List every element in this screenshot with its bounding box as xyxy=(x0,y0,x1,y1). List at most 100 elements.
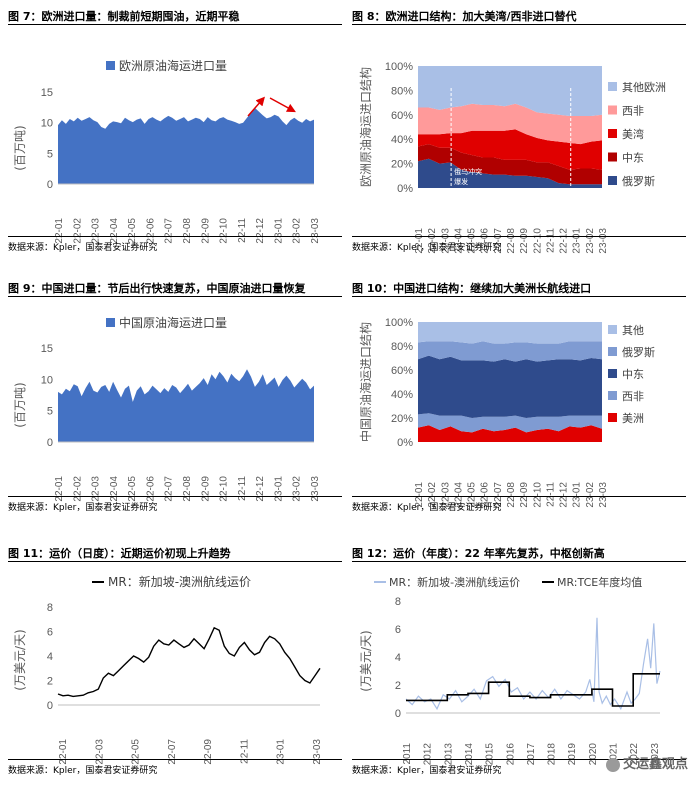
y-tick-label: 10 xyxy=(41,118,53,130)
x-tick-label: 2017 xyxy=(526,743,537,766)
legend-label: 其他 xyxy=(622,324,644,337)
x-tick-label: 22-08 xyxy=(182,476,193,502)
legend-swatch xyxy=(106,318,115,327)
x-tick-label: 22-07 xyxy=(493,482,504,508)
y-tick-label: 5 xyxy=(47,406,53,418)
x-tick-label: 22-03 xyxy=(440,482,451,508)
x-tick-label: 23-02 xyxy=(585,228,596,254)
data-source: 数据来源：Kpler，国泰君安证券研究 xyxy=(352,503,502,513)
falling-arrow xyxy=(269,97,296,113)
x-tick-label: 22-12 xyxy=(559,482,570,508)
x-tick-label: 2021 xyxy=(609,743,620,766)
x-tick-label: 22-11 xyxy=(545,228,556,253)
chart-title: 图 12：运价（年度）：22 年率先复苏，中枢创新高 xyxy=(352,547,605,560)
legend-label: 美洲 xyxy=(622,412,644,425)
x-tick-label: 23-03 xyxy=(598,228,609,254)
x-tick-label: 23-03 xyxy=(312,739,323,765)
x-tick-label: 22-09 xyxy=(203,739,214,765)
x-tick-label: 23-02 xyxy=(585,482,596,508)
chart-panel-europe-structure: 图 8：欧洲进口结构：加大美湾/西非进口替代 0% 20% 40% 60% 80% 100… xyxy=(352,8,686,268)
y-axis-label: 欧洲原油海运进口结构 xyxy=(358,67,373,187)
y-tick-label: 15 xyxy=(41,343,53,355)
x-tick-label: 22-02 xyxy=(72,218,83,244)
chart-panel-china-volume: 图 9：中国进口量：节后出行快速复苏，中国原油进口量恢复 0 5 10 15 22-01… xyxy=(8,280,342,540)
title-rule xyxy=(8,296,342,297)
x-tick-label: 22-10 xyxy=(219,218,230,244)
y-tick-label: 100% xyxy=(385,317,413,329)
stacked-area-美洲 xyxy=(418,425,602,442)
x-tick-label: 23-03 xyxy=(598,482,609,508)
x-tick-label: 22-03 xyxy=(440,228,451,254)
y-tick-label: 2 xyxy=(47,676,53,688)
x-tick-label: 22-02 xyxy=(427,228,438,254)
source-rule xyxy=(8,759,342,760)
x-tick-label: 2022 xyxy=(629,743,640,766)
y-tick-label: 8 xyxy=(395,596,401,608)
x-tick-label: 23-01 xyxy=(572,228,583,254)
y-tick-label: 4 xyxy=(395,652,401,664)
stacked-area-中东 xyxy=(418,355,602,418)
legend-swatch xyxy=(608,325,617,334)
x-tick-label: 22-03 xyxy=(91,218,102,244)
line-series xyxy=(405,617,661,711)
y-tick-label: 2 xyxy=(395,680,401,692)
chart-panel-china-structure: 图 10：中国进口结构：继续加大美洲长航线进口 0% 20% 40% 60% 80% 10… xyxy=(352,280,686,540)
legend-label: MR:TCE年度均值 xyxy=(557,575,642,589)
legend-swatch xyxy=(608,152,617,162)
watermark-text: 交运鑫观点 xyxy=(622,757,688,772)
step-line-series xyxy=(406,673,660,707)
x-tick-label: 22-07 xyxy=(167,739,178,765)
data-source: 数据来源：Kpler，国泰君安证券研究 xyxy=(8,503,158,513)
y-axis-label: 中国原油海运进口结构 xyxy=(358,322,373,442)
legend-label: 美湾 xyxy=(622,127,644,141)
legend-label: 其他欧洲 xyxy=(622,81,666,94)
wechat-icon xyxy=(605,757,620,772)
y-tick-label: 20% xyxy=(391,159,413,171)
x-tick-label: 22-01 xyxy=(54,476,65,502)
legend-label: MR：新加坡-澳洲航线运价 xyxy=(389,575,520,589)
legend-label: MR：新加坡-澳洲航线运价 xyxy=(108,574,251,589)
y-axis-label: (百万吨) xyxy=(13,382,27,427)
chart-svg-china-volume: 0 5 10 15 22-01 22-02 22-03 22-04 22-05 22-06 22-0… xyxy=(13,315,321,502)
y-tick-label: 20% xyxy=(391,413,413,425)
x-tick-label: 2015 xyxy=(485,743,496,766)
x-tick-label: 22-08 xyxy=(506,228,517,254)
y-tick-label: 0 xyxy=(47,179,53,191)
x-tick-label: 22-05 xyxy=(127,218,138,244)
y-tick-label: 60% xyxy=(391,365,413,377)
y-axis-label: (百万吨) xyxy=(13,125,27,170)
stacked-area-其他欧洲 xyxy=(418,66,602,116)
legend-label: 西非 xyxy=(622,105,644,118)
x-tick-label: 2013 xyxy=(443,743,454,766)
y-axis-label: (万美元/天) xyxy=(359,630,373,691)
legend-swatch xyxy=(106,61,115,70)
x-tick-label: 22-02 xyxy=(72,476,83,502)
watermark: 交运鑫观点 xyxy=(605,753,688,772)
x-tick-label: 23-02 xyxy=(292,476,303,502)
x-tick-label: 22-05 xyxy=(467,228,478,254)
x-tick-label: 22-01 xyxy=(414,482,425,508)
x-tick-label: 22-07 xyxy=(164,218,175,244)
chart-svg-daily-rate: 0 2 4 6 8 22-01 22-03 22-05 22-07 22-09 22-11 23-01… xyxy=(13,574,323,765)
y-axis-label: (万美元/天) xyxy=(13,629,27,690)
stacked-area-其他 xyxy=(418,322,602,344)
legend-swatch xyxy=(608,413,617,422)
event-annotation: 爆发 xyxy=(454,177,468,186)
x-tick-label: 2018 xyxy=(547,743,558,766)
source-rule xyxy=(352,759,686,760)
chart-panel-europe-volume: 图 7：欧洲进口量：制裁前短期囤油，近期平稳 0 5 10 15 22-01 22-02 2… xyxy=(8,8,342,268)
x-tick-label: 23-01 xyxy=(273,218,284,244)
chart-title: 图 10：中国进口结构：继续加大美洲长航线进口 xyxy=(352,282,592,295)
chart-svg-china-structure: 0%20%40%60%80%100%22-01 22-02 22-03 22-04 22… xyxy=(358,317,655,508)
chart-panel-annual-rate: 图 12：运价（年度）：22 年率先复苏，中枢创新高 0 2 4 6 8 2011 2012… xyxy=(352,545,686,805)
x-tick-label: 23-03 xyxy=(310,218,321,244)
stacked-area-美湾 xyxy=(418,129,602,170)
x-tick-label: 22-11 xyxy=(545,482,556,507)
x-tick-label: 22-04 xyxy=(109,218,120,244)
x-tick-label: 22-11 xyxy=(239,739,250,764)
x-tick-label: 23-03 xyxy=(310,476,321,502)
y-tick-label: 80% xyxy=(391,85,413,97)
x-tick-label: 22-04 xyxy=(453,482,464,508)
x-tick-label: 22-09 xyxy=(519,482,530,508)
x-tick-label: 22-07 xyxy=(164,476,175,502)
